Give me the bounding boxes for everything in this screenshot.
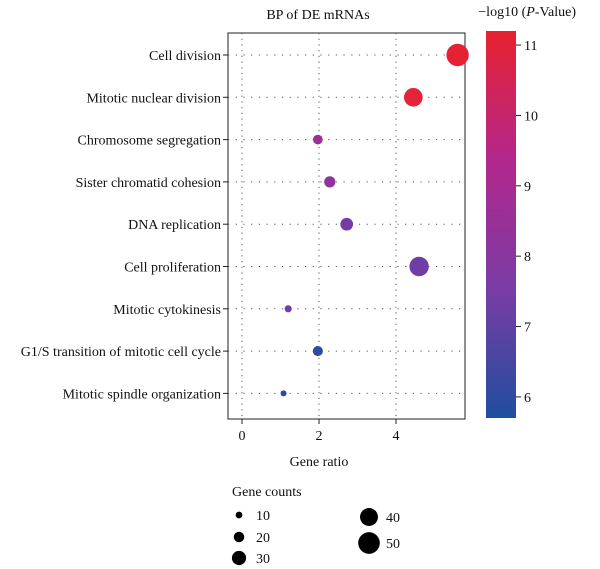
data-point (280, 390, 287, 397)
colorbar-title-prefix: −log10 ( (478, 5, 526, 20)
size-legend-dot (233, 531, 245, 543)
colorbar-tick-label: 9 (524, 180, 531, 195)
size-legend-label: 40 (386, 511, 400, 526)
y-tick-label: Mitotic cytokinesis (113, 303, 221, 318)
y-axis-labels: Cell division Mitotic nuclear division Chr… (21, 49, 228, 402)
size-legend-label: 20 (256, 531, 270, 546)
y-tick-label: Mitotic spindle organization (63, 387, 221, 402)
data-point (312, 134, 323, 145)
chart-title: BP of DE mRNAs (266, 8, 369, 23)
size-legend-dot (235, 511, 243, 519)
colorbar-tick-label: 10 (524, 109, 538, 124)
colorbar-title: −log10 (P-Value) (478, 5, 576, 20)
grid-layer (228, 33, 465, 419)
colorbar-tick-label: 11 (524, 39, 537, 54)
colorbar-title-suffix: -Value) (535, 5, 577, 20)
colorbar-tick-label: 7 (524, 321, 531, 336)
colorbar-tick-label: 8 (524, 250, 531, 265)
y-tick-label: Mitotic nuclear division (86, 91, 221, 106)
points-layer (280, 43, 469, 397)
colorbar (486, 31, 516, 418)
size-legend-title: Gene counts (232, 485, 302, 500)
size-legend-label: 30 (256, 552, 270, 567)
size-legend-dot (358, 532, 380, 554)
size-legend-dot (360, 508, 378, 526)
y-tick-label: Cell proliferation (124, 261, 221, 276)
colorbar-tick-label: 6 (524, 391, 531, 406)
y-tick-label: Cell division (149, 49, 221, 64)
colorbar-title-italic: P (525, 5, 535, 20)
x-axis-label: Gene ratio (290, 455, 349, 470)
x-tick-label: 0 (239, 429, 246, 444)
y-tick-label: Chromosome segregation (78, 134, 221, 149)
y-tick-label: DNA replication (128, 218, 221, 233)
data-point (340, 217, 354, 231)
size-legend-label: 10 (256, 509, 270, 524)
x-tick-label: 2 (316, 429, 323, 444)
x-tick-label: 4 (393, 429, 400, 444)
size-legend-dot (231, 550, 247, 566)
x-axis: 0 2 4 (239, 419, 400, 444)
data-point (312, 346, 323, 357)
size-legend-label: 50 (386, 537, 400, 552)
data-point (409, 256, 429, 277)
data-point (403, 87, 423, 107)
y-tick-label: Sister chromatid cohesion (76, 176, 221, 191)
colorbar-ticks: 6 7 8 9 10 11 (516, 39, 538, 406)
plot-panel (227, 32, 466, 420)
data-point (284, 305, 292, 313)
data-point (324, 176, 336, 188)
data-point (446, 43, 469, 67)
size-legend: 10 20 30 40 50 (231, 508, 400, 567)
y-tick-label: G1/S transition of mitotic cell cycle (21, 345, 221, 360)
